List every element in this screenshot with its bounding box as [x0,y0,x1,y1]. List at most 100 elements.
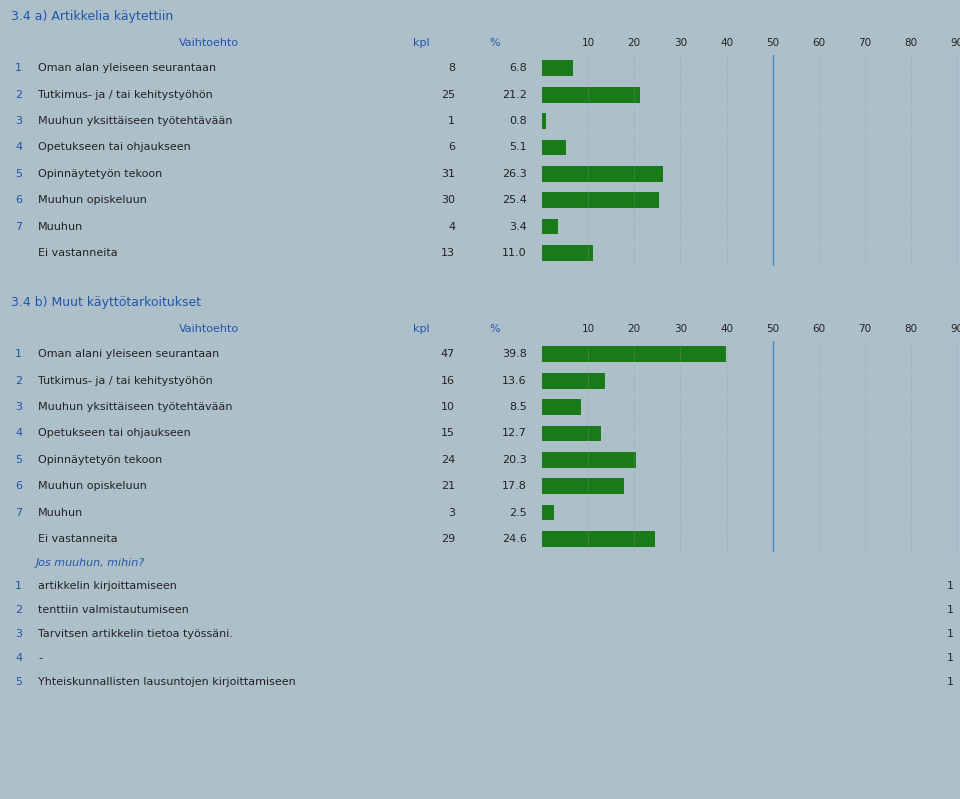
Text: Jos muuhun, mihin?: Jos muuhun, mihin? [36,559,145,568]
Text: 3: 3 [15,116,22,126]
Text: 6: 6 [15,481,22,491]
Text: 1: 1 [948,630,954,639]
Text: 1: 1 [948,678,954,687]
Text: 11.0: 11.0 [502,248,527,258]
Text: 5: 5 [15,678,22,687]
Text: Muuhun opiskeluun: Muuhun opiskeluun [38,195,147,205]
Text: 50: 50 [766,38,780,48]
Text: Muuhun: Muuhun [38,221,84,232]
Text: tenttiin valmistautumiseen: tenttiin valmistautumiseen [38,606,189,615]
Text: 26.3: 26.3 [502,169,527,179]
Text: 24: 24 [441,455,455,465]
Text: 2: 2 [15,606,22,615]
Text: Ei vastanneita: Ei vastanneita [38,534,118,544]
Text: 40: 40 [720,38,733,48]
Text: 10: 10 [582,38,594,48]
Text: Muuhun yksittäiseen työtehtävään: Muuhun yksittäiseen työtehtävään [38,116,232,126]
Bar [542,347,726,362]
Text: 1: 1 [15,63,22,74]
Text: 80: 80 [904,324,918,334]
Text: 1: 1 [948,654,954,663]
Text: 25.4: 25.4 [502,195,527,205]
Text: 50: 50 [766,324,780,334]
Text: 20: 20 [628,38,641,48]
Text: Vaihtoehto: Vaihtoehto [179,324,239,334]
Text: 3: 3 [15,630,22,639]
Text: 3.4: 3.4 [509,221,527,232]
Text: 5.1: 5.1 [509,142,527,153]
Bar [542,426,601,441]
Text: 1: 1 [448,116,455,126]
Text: 4: 4 [448,221,455,232]
Text: 2: 2 [15,89,22,100]
Text: 2: 2 [15,376,22,386]
Text: Opinnäytetyön tekoon: Opinnäytetyön tekoon [38,455,162,465]
Text: 1: 1 [15,349,22,360]
Text: 12.7: 12.7 [502,428,527,439]
Text: 13: 13 [442,248,455,258]
Bar [542,61,573,76]
Text: 3.4 b) Muut käyttötarkoitukset: 3.4 b) Muut käyttötarkoitukset [11,296,201,309]
Text: 21.2: 21.2 [502,89,527,100]
Bar [542,531,656,547]
Text: 21: 21 [441,481,455,491]
Text: 60: 60 [812,324,826,334]
Text: 31: 31 [442,169,455,179]
Text: 24.6: 24.6 [502,534,527,544]
Text: 70: 70 [858,38,872,48]
Bar [542,113,545,129]
Bar [542,166,663,181]
Text: %: % [490,324,500,334]
Text: 30: 30 [674,38,687,48]
Text: Muuhun opiskeluun: Muuhun opiskeluun [38,481,147,491]
Text: %: % [490,38,500,48]
Text: artikkelin kirjoittamiseen: artikkelin kirjoittamiseen [38,582,177,591]
Bar [542,400,581,415]
Bar [542,193,660,208]
Text: 5: 5 [15,455,22,465]
Text: 1: 1 [15,582,22,591]
Text: 10: 10 [582,324,594,334]
Text: 7: 7 [15,221,22,232]
Text: Oman alani yleiseen seurantaan: Oman alani yleiseen seurantaan [38,349,220,360]
Text: 2.5: 2.5 [509,507,527,518]
Text: 1: 1 [948,582,954,591]
Text: 6.8: 6.8 [509,63,527,74]
Bar [542,479,624,494]
Bar [542,245,592,260]
Text: 16: 16 [442,376,455,386]
Text: 60: 60 [812,38,826,48]
Text: Tutkimus- ja / tai kehitystyöhön: Tutkimus- ja / tai kehitystyöhön [38,376,213,386]
Text: 4: 4 [15,654,22,663]
Text: 4: 4 [15,142,22,153]
Text: 25: 25 [441,89,455,100]
Text: 30: 30 [442,195,455,205]
Text: 7: 7 [15,507,22,518]
Text: kpl: kpl [413,38,429,48]
Text: 90: 90 [950,38,960,48]
Text: 6: 6 [448,142,455,153]
Text: 39.8: 39.8 [502,349,527,360]
Text: 70: 70 [858,324,872,334]
Text: 29: 29 [441,534,455,544]
Text: Muuhun: Muuhun [38,507,84,518]
Text: 1: 1 [948,606,954,615]
Text: Opetukseen tai ohjaukseen: Opetukseen tai ohjaukseen [38,142,191,153]
Text: Opinnäytetyön tekoon: Opinnäytetyön tekoon [38,169,162,179]
Bar [542,505,554,520]
Text: 15: 15 [442,428,455,439]
Text: Ei vastanneita: Ei vastanneita [38,248,118,258]
Text: 10: 10 [442,402,455,412]
Text: 20: 20 [628,324,641,334]
Text: 3: 3 [15,402,22,412]
Text: Vaihtoehto: Vaihtoehto [179,38,239,48]
Text: 90: 90 [950,324,960,334]
Text: Opetukseen tai ohjaukseen: Opetukseen tai ohjaukseen [38,428,191,439]
Text: 3: 3 [448,507,455,518]
Bar [542,452,636,467]
Text: 0.8: 0.8 [509,116,527,126]
Text: 4: 4 [15,428,22,439]
Text: Muuhun yksittäiseen työtehtävään: Muuhun yksittäiseen työtehtävään [38,402,232,412]
Text: Yhteiskunnallisten lausuntojen kirjoittamiseen: Yhteiskunnallisten lausuntojen kirjoitta… [38,678,296,687]
Text: 20.3: 20.3 [502,455,527,465]
